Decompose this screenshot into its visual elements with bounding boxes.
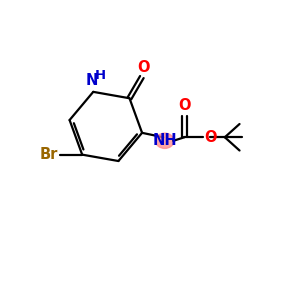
Text: O: O bbox=[137, 60, 150, 75]
Text: N: N bbox=[85, 73, 98, 88]
Text: Br: Br bbox=[39, 147, 58, 162]
Ellipse shape bbox=[156, 133, 174, 148]
Text: H: H bbox=[95, 69, 106, 82]
Text: NH: NH bbox=[152, 133, 177, 148]
Text: O: O bbox=[204, 130, 217, 145]
Text: O: O bbox=[178, 98, 191, 113]
